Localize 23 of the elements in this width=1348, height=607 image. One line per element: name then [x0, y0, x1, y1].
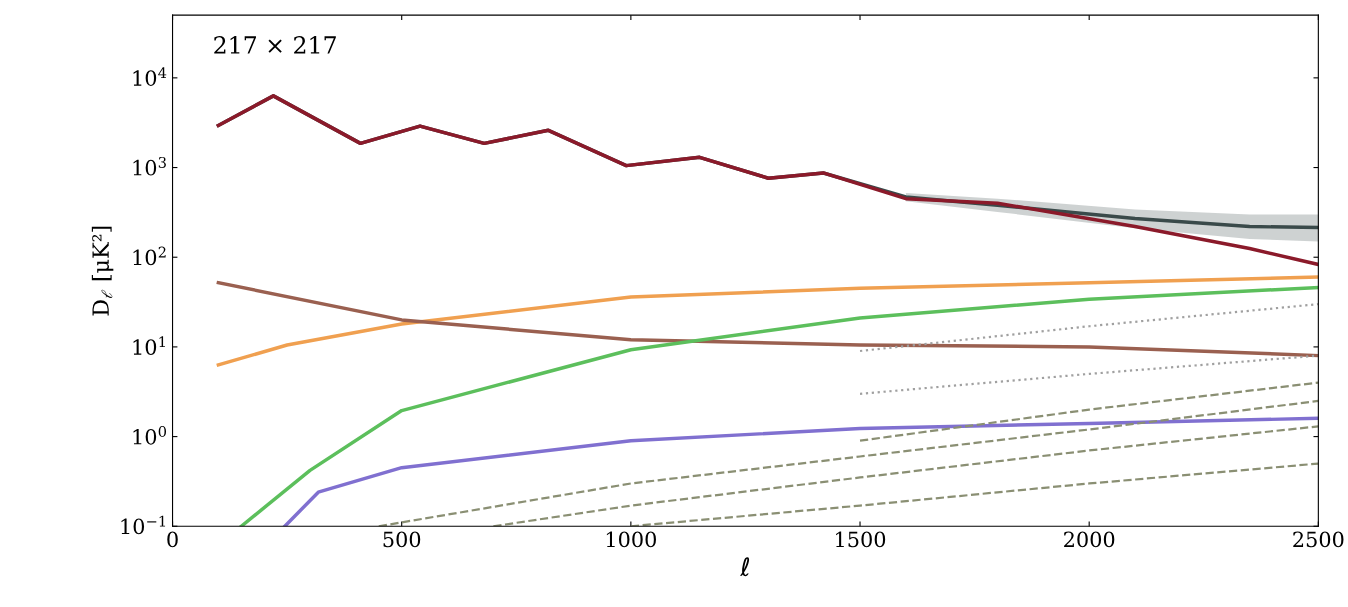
x-tick-label: 2500 [1293, 531, 1344, 548]
line-series [629, 462, 1319, 527]
x-axis-title: ℓ [739, 557, 750, 577]
x-tick-label: 500 [383, 531, 421, 548]
y-tick-label: 10$^{4}$ [133, 67, 167, 86]
x-tick-label: 0 [167, 531, 178, 548]
line-series [216, 94, 1319, 267]
line-series [216, 280, 1319, 358]
line-series [216, 275, 1319, 367]
y-tick-label: 10$^{1}$ [133, 336, 165, 355]
y-tick-label: 10$^{2}$ [133, 246, 166, 266]
line-series [283, 416, 1319, 527]
y-tick-label: 10$^{0}$ [133, 425, 167, 445]
x-tick-label: 1500 [836, 531, 886, 548]
line-series [239, 285, 1319, 527]
line-series [377, 399, 1319, 527]
y-axis-title: D$_{ℓ}$ [μK²] [91, 226, 114, 316]
annotation: 217 × 217 [214, 36, 336, 54]
y-tick-label: 10$^{3}$ [133, 156, 166, 176]
x-tick-label: 2000 [1064, 531, 1115, 548]
y-tick-label: 10$^{−1}$ [121, 515, 166, 535]
line-series [492, 425, 1319, 527]
x-tick-label: 1000 [606, 531, 656, 548]
